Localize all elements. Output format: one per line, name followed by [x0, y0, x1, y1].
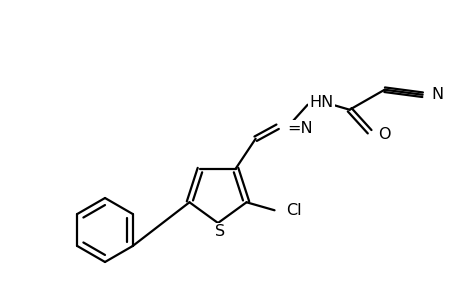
Text: =N: =N: [287, 121, 313, 136]
Text: S: S: [214, 224, 224, 239]
Text: N: N: [431, 87, 443, 102]
Text: Cl: Cl: [286, 203, 302, 218]
Text: HN: HN: [309, 95, 333, 110]
Text: O: O: [377, 127, 389, 142]
